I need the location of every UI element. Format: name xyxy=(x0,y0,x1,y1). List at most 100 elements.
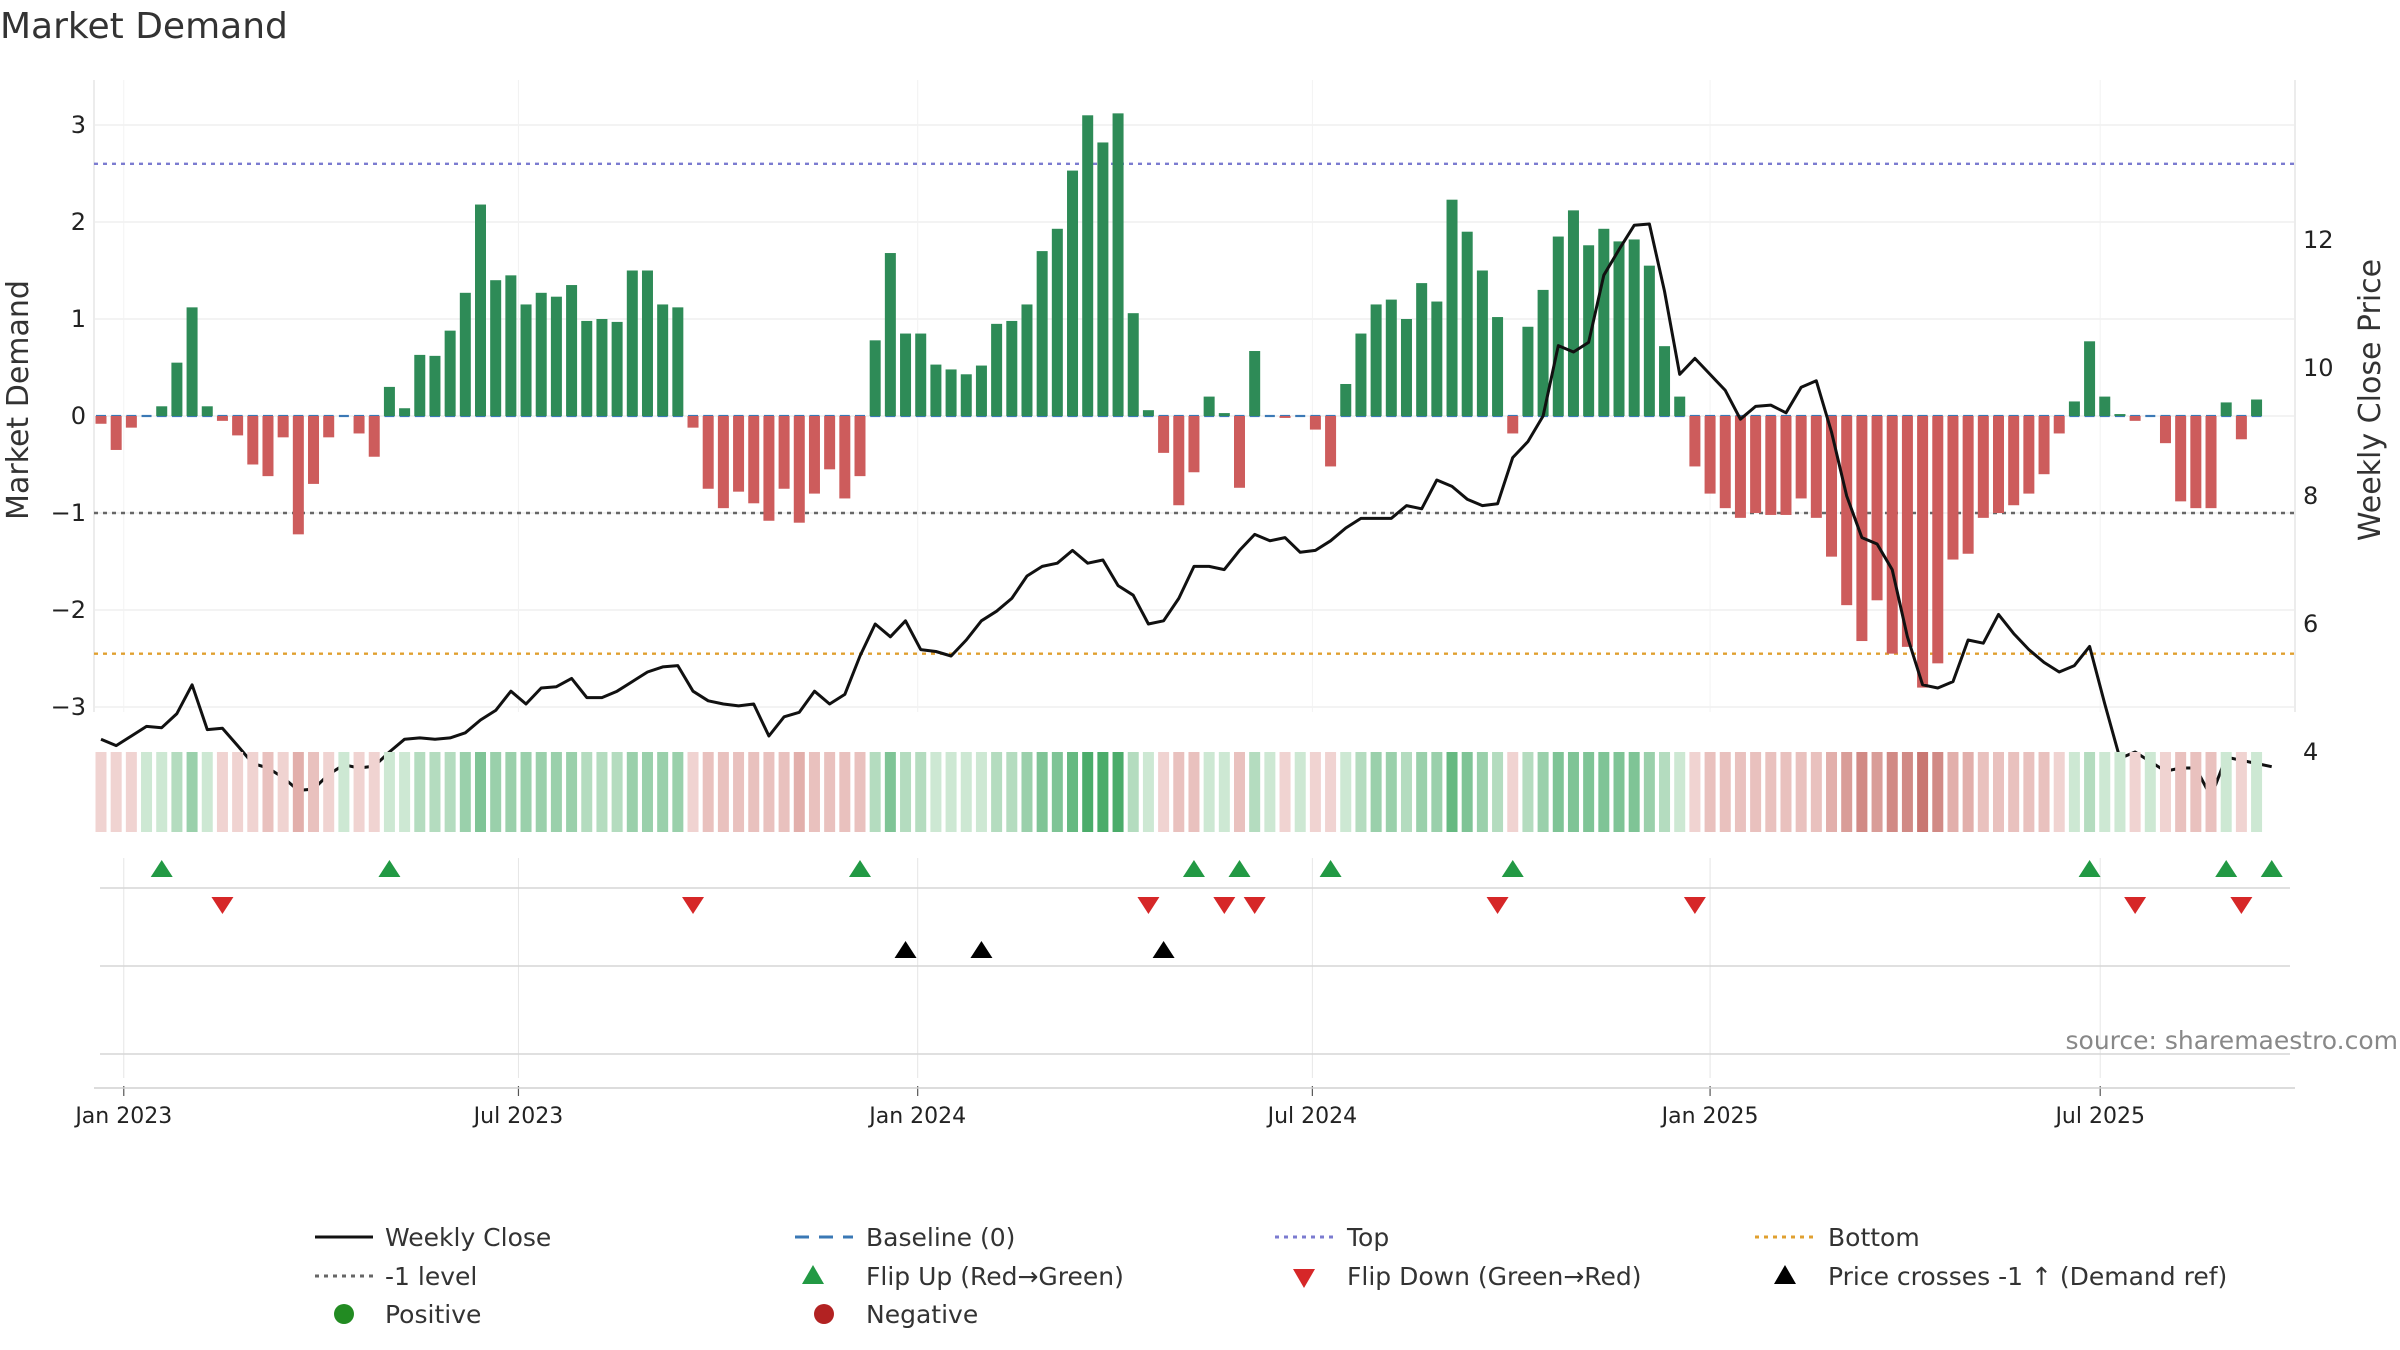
demand-bar xyxy=(2129,416,2141,421)
demand-bar xyxy=(854,416,866,477)
demand-bar xyxy=(186,307,198,416)
x-tick-label: Jan 2024 xyxy=(867,1104,966,1129)
chart-title: Market Demand xyxy=(0,6,288,47)
weekly-close-line xyxy=(100,222,2273,799)
strip-cell xyxy=(156,752,168,832)
demand-bar xyxy=(125,416,137,428)
strip-cell xyxy=(262,752,274,832)
right-tick-label: 12 xyxy=(2303,226,2334,254)
strip-cell xyxy=(2205,752,2217,832)
demand-bar xyxy=(1158,416,1170,453)
strip-cell xyxy=(1567,752,1579,832)
legend-bottom: Bottom xyxy=(1828,1223,1920,1252)
strip-cell xyxy=(2084,752,2096,832)
legend-price-cross: Price crosses -1 ↑ (Demand ref) xyxy=(1828,1262,2227,1291)
demand-bar xyxy=(1704,416,1716,494)
demand-bar xyxy=(763,416,775,521)
price-cross-marker xyxy=(970,941,993,958)
demand-bar xyxy=(262,416,274,477)
strip-cell xyxy=(2235,752,2247,832)
demand-bar xyxy=(900,333,912,416)
demand-bar xyxy=(1613,241,1625,416)
demand-bar xyxy=(930,364,942,416)
demand-bar xyxy=(824,416,836,470)
right-tick-label: 4 xyxy=(2303,738,2318,766)
demand-bar xyxy=(444,330,456,416)
legend-positive-dot xyxy=(334,1304,354,1324)
demand-bar xyxy=(566,285,578,416)
demand-bar xyxy=(1659,346,1671,416)
demand-bar xyxy=(778,416,790,489)
flip-up-marker xyxy=(1228,860,1251,877)
right-tick-label: 6 xyxy=(2303,610,2318,638)
strip-cell xyxy=(1643,752,1655,832)
legend-positive: Positive xyxy=(385,1300,481,1329)
strip-cell xyxy=(778,752,790,832)
strip-cell xyxy=(1400,752,1412,832)
strip-cell xyxy=(1294,752,1306,832)
demand-bar xyxy=(2114,414,2126,416)
strip-cell xyxy=(1947,752,1959,832)
strip-cell xyxy=(1659,752,1671,832)
demand-bar xyxy=(1841,416,1853,606)
demand-bar xyxy=(2251,399,2263,416)
strip-cell xyxy=(1158,752,1170,832)
demand-bar xyxy=(702,416,714,489)
strip-cell xyxy=(657,752,669,832)
demand-bar xyxy=(490,280,502,416)
strip-cell xyxy=(1082,752,1094,832)
demand-bar xyxy=(1279,416,1291,418)
demand-bar xyxy=(1628,239,1640,416)
strip-cell xyxy=(1234,752,1245,832)
demand-bar xyxy=(717,416,729,509)
demand-bar xyxy=(1400,319,1412,416)
strip-cell xyxy=(1901,752,1913,832)
demand-bar xyxy=(308,416,320,484)
strip-cell xyxy=(626,752,638,832)
strip-cell xyxy=(1492,752,1504,832)
x-tick-label: Jul 2023 xyxy=(472,1104,564,1129)
demand-bar xyxy=(1507,416,1519,434)
strip-cell xyxy=(1127,752,1139,832)
strip-cell xyxy=(702,752,714,832)
strip-cell xyxy=(793,752,805,832)
demand-bar xyxy=(2099,396,2111,416)
strip-cell xyxy=(1537,752,1549,832)
legend-weekly-close: Weekly Close xyxy=(385,1223,551,1252)
strip-cell xyxy=(399,752,411,832)
demand-bar xyxy=(201,406,213,416)
strip-cell xyxy=(2190,752,2202,832)
strip-cell xyxy=(125,752,137,832)
demand-bar xyxy=(1492,317,1504,416)
demand-bar xyxy=(1643,265,1655,416)
demand-bar xyxy=(869,340,881,416)
demand-bar xyxy=(1993,416,2004,513)
strip-cell xyxy=(95,752,107,832)
strip-cell xyxy=(1385,752,1397,832)
demand-bar xyxy=(1067,170,1079,416)
strip-cell xyxy=(1188,752,1200,832)
strip-cell xyxy=(1476,752,1488,832)
strip-cell xyxy=(1279,752,1291,832)
demand-bars xyxy=(95,113,2263,688)
strip-cell xyxy=(2038,752,2050,832)
demand-bar xyxy=(475,204,486,416)
strip-cell xyxy=(338,752,350,832)
strip-cell xyxy=(2175,752,2187,832)
demand-bar xyxy=(2023,416,2035,494)
demand-bar xyxy=(1340,383,1352,416)
demand-bar xyxy=(748,416,760,504)
x-tick-label: Jan 2023 xyxy=(73,1104,172,1129)
demand-bar xyxy=(1249,351,1261,416)
demand-bar xyxy=(383,386,395,416)
demand-bar xyxy=(1082,115,1094,417)
flip-down-marker xyxy=(1683,897,1706,914)
strip-cell xyxy=(930,752,942,832)
demand-bar xyxy=(1203,396,1215,416)
legend-negative-dot xyxy=(814,1304,834,1324)
demand-bar xyxy=(1886,416,1898,654)
price-cross-marker xyxy=(894,941,917,958)
strip-cell xyxy=(717,752,729,832)
left-tick-label: 2 xyxy=(71,208,86,236)
